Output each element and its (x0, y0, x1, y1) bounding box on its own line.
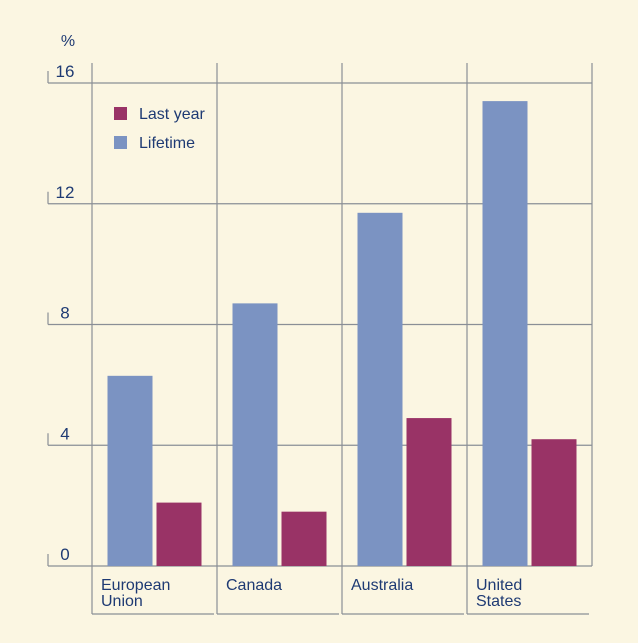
legend-label: Last year (139, 106, 205, 123)
x-category-label: States (476, 593, 521, 610)
bar-last-year (281, 511, 327, 566)
x-category-label: Canada (226, 577, 282, 594)
y-unit-label: % (61, 33, 75, 50)
bar-last-year (531, 439, 577, 566)
legend-swatch (114, 107, 127, 120)
bar-last-year (406, 418, 452, 566)
x-category-label: Union (101, 593, 143, 610)
y-tick-label: 4 (60, 424, 69, 443)
x-category-label: Australia (351, 577, 413, 594)
y-tick-label: 0 (60, 545, 69, 564)
x-category-label: United (476, 577, 522, 594)
bar-lifetime (232, 303, 278, 566)
bar-lifetime (107, 375, 153, 566)
y-tick-label: 16 (56, 62, 75, 81)
bar-lifetime (482, 101, 528, 567)
x-category-label: European (101, 577, 170, 594)
y-tick-label: 12 (56, 183, 75, 202)
bar-lifetime (357, 212, 403, 566)
bar-last-year (156, 502, 202, 566)
legend-label: Lifetime (139, 135, 195, 152)
legend-swatch (114, 136, 127, 149)
y-tick-label: 8 (60, 304, 69, 323)
